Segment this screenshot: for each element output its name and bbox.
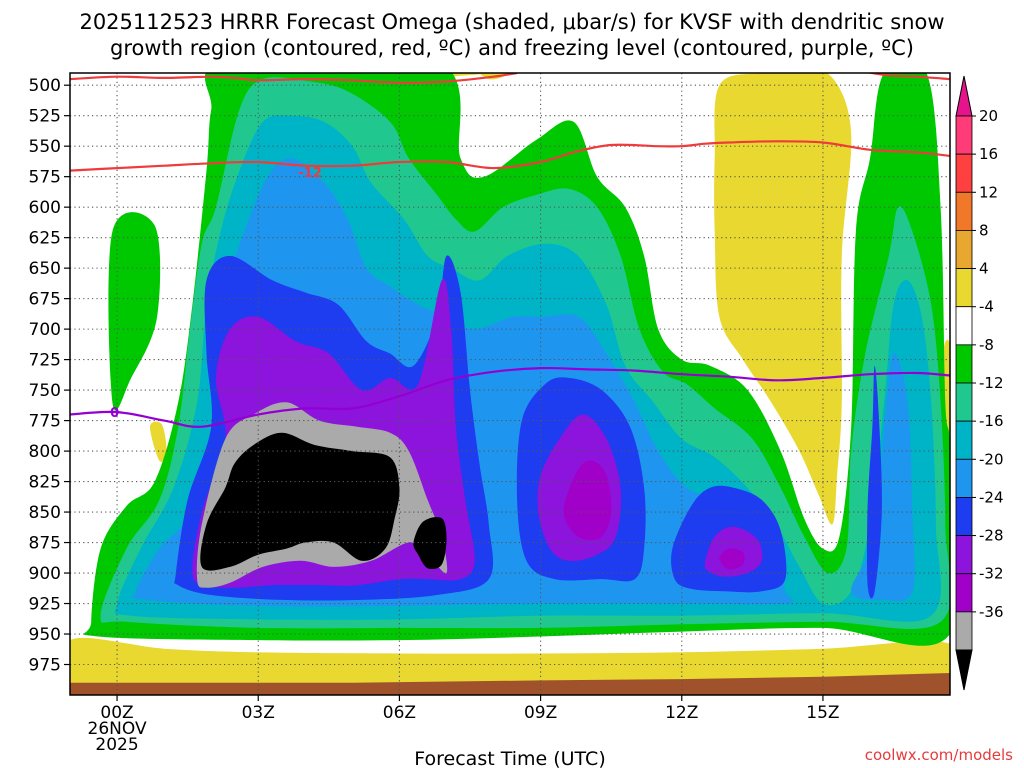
ground-terrain (70, 673, 950, 695)
colorbar-label-12: -28 (979, 527, 1004, 545)
colorbar-bin-4 (955, 230, 973, 269)
y-tick-label-925: 925 (29, 595, 61, 615)
x-tick-label-15-line-1: 15Z (806, 703, 839, 723)
y-tick-label-525: 525 (29, 107, 61, 127)
x-tick-label-12-line-1: 12Z (665, 703, 698, 723)
y-tick-label-800: 800 (29, 442, 61, 462)
y-tick-label-900: 900 (29, 564, 61, 584)
omega-fill-neg4-region-2 (108, 212, 161, 411)
colorbar-bin-6 (955, 306, 973, 346)
colorbar-bin-1 (955, 115, 973, 155)
omega-fill-neg20-region-4 (866, 365, 882, 599)
ground-layer (70, 673, 950, 695)
colorbar-bin-5 (955, 268, 973, 308)
colorbar-label-4: 8 (979, 221, 989, 239)
y-tick-label-825: 825 (29, 473, 61, 493)
colorbar-label-1: 20 (979, 107, 998, 125)
colorbar-bin-13 (955, 573, 973, 613)
colorbar-bin-12 (955, 535, 973, 575)
colorbar: 20 16 12 8 4 -4 -8 -12 -16 -20 -24 -28 -32 -36 (955, 75, 1004, 691)
contour-line-1 (70, 140, 950, 172)
pressure-axis: 500 525 550 575 600 625 650 675 700 725 750 775 800 8… (29, 76, 70, 676)
plot-frame (69, 72, 951, 696)
colorbar-bin-10 (955, 458, 973, 498)
omega-fill-neg36-region-2 (413, 516, 447, 570)
y-tick-label-850: 850 (29, 503, 61, 523)
colorbar-label-10: -20 (979, 450, 1004, 468)
colorbar-bin-3 (955, 191, 973, 231)
colorbar-bottom-arrow (955, 649, 973, 691)
colorbar-label-13: -32 (979, 565, 1004, 583)
chart-title-line-2: growth region (contoured, red, ºC) and f… (110, 36, 914, 60)
contour-line-4 (70, 366, 950, 428)
colorbar-bin-9 (955, 420, 973, 460)
y-tick-label-975: 975 (29, 656, 61, 676)
omega-fill-neg28-region-2 (719, 548, 745, 570)
y-tick-label-875: 875 (29, 534, 61, 554)
colorbar-label-8: -12 (979, 374, 1004, 392)
y-tick-label-725: 725 (29, 351, 61, 371)
colorbar-label-5: 4 (979, 260, 989, 278)
x-tick-label-0-line-3: 2025 (95, 735, 138, 755)
contour-line-2 (70, 73, 518, 84)
colorbar-label-6: -4 (979, 298, 994, 316)
y-tick-label-750: 750 (29, 381, 61, 401)
colorbar-label-2: 16 (979, 145, 998, 163)
plot-area: -12 0 (70, 73, 950, 695)
colorbar-label-9: -16 (979, 412, 1004, 430)
contour-label-1: -12 (298, 166, 322, 181)
grid-layer (70, 73, 950, 695)
omega-fill-neg28-region-1 (563, 460, 612, 541)
colorbar-bin-2 (955, 153, 973, 193)
x-axis-label: Forecast Time (UTC) (414, 748, 605, 768)
y-tick-label-600: 600 (29, 198, 61, 218)
colorbar-top-arrow (955, 75, 973, 117)
colorbar-label-11: -24 (979, 488, 1004, 506)
omega-fill-4-region-3 (714, 73, 852, 525)
x-tick-label-9-line-1: 09Z (524, 703, 557, 723)
omega-fill-4-region-4 (149, 421, 167, 462)
y-tick-label-700: 700 (29, 320, 61, 340)
y-tick-label-775: 775 (29, 412, 61, 432)
omega-fill-neg36-region-1 (200, 432, 400, 571)
y-tick-label-575: 575 (29, 168, 61, 188)
colorbar-label-14: -36 (979, 603, 1004, 621)
x-tick-label-6-line-1: 06Z (383, 703, 416, 723)
credit-text: coolwx.com/models (865, 746, 1013, 764)
colorbar-label-3: 12 (979, 183, 998, 201)
y-tick-label-650: 650 (29, 259, 61, 279)
colorbar-label-7: -8 (979, 336, 994, 354)
contour-layer: -12 0 (70, 73, 950, 428)
x-tick-label-3-line-1: 03Z (242, 703, 275, 723)
x-tick-label-0-line-2: 26NOV (88, 719, 147, 739)
y-tick-label-625: 625 (29, 229, 61, 249)
colorbar-bin-14 (955, 611, 973, 651)
y-tick-label-950: 950 (29, 625, 61, 645)
x-tick-label-0-line-1: 00Z (100, 703, 133, 723)
colorbar-bin-8 (955, 382, 973, 422)
y-tick-label-500: 500 (29, 76, 61, 96)
omega-fill-neg16-region-2 (851, 353, 915, 602)
chart-title-line-1: 2025112523 HRRR Forecast Omega (shaded, … (79, 10, 944, 34)
colorbar-bin-7 (955, 344, 973, 384)
colorbar-bin-11 (955, 497, 973, 536)
contour-label-4: 0 (110, 406, 119, 421)
y-tick-label-550: 550 (29, 137, 61, 157)
y-tick-label-675: 675 (29, 290, 61, 310)
